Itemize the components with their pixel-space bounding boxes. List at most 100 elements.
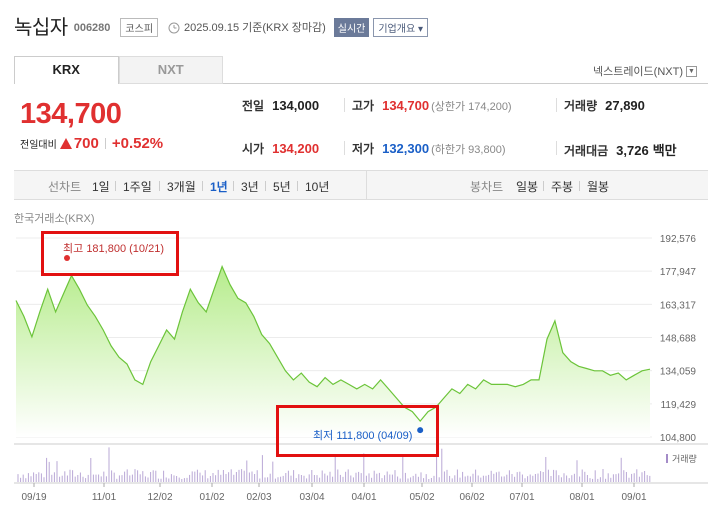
price-chart[interactable]: 192,576 177,947 163,317 148,688 134,059 119,4… (0, 225, 709, 514)
stat-trade-value: 거래대금 3,726 백만 (564, 140, 677, 159)
nxt-dropdown[interactable]: 넥스트레이드(NXT) ▼ (593, 63, 697, 79)
high-label: 최고 (63, 243, 84, 255)
period-separator (265, 181, 266, 191)
low-annotation-box (276, 405, 439, 457)
stat-divider (556, 141, 557, 155)
company-overview-button[interactable]: 기업개요 ▾ (373, 17, 428, 37)
exchange-label: 한국거래소(KRX) (14, 213, 95, 225)
stat-value: 134,000 (272, 98, 320, 113)
stat-label: 거래대금 (564, 144, 609, 158)
low-annotation: 최저 111,800 (04/09) (313, 427, 412, 443)
y-axis-ticks: 192,576 177,947 163,317 148,688 134,059 119,4… (660, 234, 697, 444)
period-separator (115, 181, 116, 191)
y-tick-label: 119,429 (661, 400, 697, 411)
change-percent: +0.52% (111, 135, 164, 152)
y-tick-label: 177,947 (660, 267, 697, 278)
y-tick-label: 163,317 (660, 300, 697, 311)
line-chart-label: 선차트 (48, 180, 82, 194)
y-tick-label: 134,059 (660, 367, 697, 378)
x-tick-label: 09/01 (621, 492, 646, 503)
stat-label: 저가 (352, 142, 375, 156)
candle-weekly[interactable]: 주봉 (551, 180, 574, 194)
period-separator (159, 181, 160, 191)
stat-volume: 거래량 27,890 (564, 97, 645, 114)
period-1d[interactable]: 1일 (92, 180, 110, 194)
x-tick-label: 08/01 (569, 492, 594, 503)
current-price: 134,700 (20, 98, 122, 130)
stat-high: 고가 134,700 (상한가 174,200) (352, 97, 512, 114)
stat-value: 132,300 (382, 141, 430, 156)
candle-monthly[interactable]: 월봉 (587, 180, 610, 194)
period-10y[interactable]: 10년 (305, 180, 330, 194)
x-axis-ticks: 09/19 11/01 12/02 01/02 02/03 03/04 04/01 05/02… (21, 483, 647, 503)
stat-label: 거래량 (564, 99, 598, 113)
chevron-down-icon: ▾ (417, 23, 423, 35)
stat-open: 시가 134,200 (242, 140, 319, 157)
high-value: 181,800 (86, 243, 127, 255)
price-change: 전일대비 700 +0.52% (20, 135, 163, 152)
market-badge: 코스피 (120, 17, 159, 37)
stat-value: 134,700 (382, 98, 430, 113)
change-amount: 700 (73, 135, 99, 152)
y-tick-label: 104,800 (660, 433, 697, 444)
period-3y[interactable]: 3년 (241, 180, 259, 194)
stock-name: 녹십자 (14, 16, 68, 39)
stock-header: 녹십자 006280 코스피 2025.09.15 기준(KRX 장마감) 실시… (14, 10, 428, 40)
low-date: (04/09) (377, 430, 413, 442)
volume-bars (17, 447, 651, 482)
high-date: (10/21) (129, 243, 164, 255)
stat-value: 3,726 (616, 143, 649, 158)
period-bar-divider (366, 171, 367, 199)
stock-code: 006280 (73, 21, 111, 34)
stat-label: 시가 (242, 142, 265, 156)
high-marker (64, 255, 70, 261)
exchange-tabs: KRX NXT (14, 56, 223, 84)
x-tick-label: 05/02 (409, 492, 434, 503)
x-tick-label: 06/02 (459, 492, 484, 503)
stat-divider (344, 141, 345, 155)
stat-divider (344, 98, 345, 112)
stat-value: 27,890 (605, 98, 645, 113)
volume-legend-swatch (666, 454, 668, 463)
period-separator (579, 181, 580, 191)
x-tick-label: 09/19 (21, 492, 46, 503)
period-separator (543, 181, 544, 191)
period-5y[interactable]: 5년 (273, 180, 291, 194)
high-annotation-box (41, 231, 179, 276)
stat-label: 고가 (352, 99, 375, 113)
stat-label: 전일 (242, 99, 265, 113)
tab-nxt[interactable]: NXT (118, 56, 223, 84)
price-line (15, 264, 651, 423)
as-of-date: 2025.09.15 기준(KRX 장마감) (184, 22, 326, 34)
low-marker (417, 427, 424, 434)
period-1w[interactable]: 1주일 (123, 180, 152, 194)
realtime-button[interactable]: 실시간 (333, 17, 370, 37)
x-tick-label: 12/02 (147, 492, 172, 503)
y-tick-label: 192,576 (660, 234, 697, 245)
candle-chart-label: 봉차트 (470, 180, 504, 194)
high-annotation: 최고 181,800 (10/21) (63, 240, 164, 256)
period-separator (297, 181, 298, 191)
tab-krx[interactable]: KRX (14, 56, 119, 84)
period-1y[interactable]: 1년 (210, 180, 228, 194)
period-separator (233, 181, 234, 191)
stat-value: 134,200 (272, 141, 320, 156)
low-value: 111,800 (336, 430, 375, 442)
stat-divider (556, 98, 557, 112)
candle-daily[interactable]: 일봉 (516, 180, 539, 194)
period-separator (202, 181, 203, 191)
change-label: 전일대비 (20, 140, 57, 151)
stat-unit: 백만 (652, 143, 677, 158)
period-3m[interactable]: 3개월 (167, 180, 196, 194)
stat-prev-close: 전일 134,000 (242, 97, 319, 114)
x-tick-label: 07/01 (509, 492, 534, 503)
x-tick-label: 02/03 (246, 492, 271, 503)
stat-low: 저가 132,300 (하한가 93,800) (352, 140, 505, 157)
chevron-down-icon: ▼ (686, 65, 697, 77)
x-tick-label: 04/01 (351, 492, 376, 503)
chart-period-bar: 선차트 1일 1주일 3개월 1년 3년 5년 10년 봉차트 일봉 주봉 월봉 (14, 170, 708, 200)
tab-divider (223, 83, 708, 84)
y-tick-label: 148,688 (660, 334, 697, 345)
x-tick-label: 01/02 (199, 492, 224, 503)
stat-sub: (상한가 174,200) (431, 101, 512, 113)
